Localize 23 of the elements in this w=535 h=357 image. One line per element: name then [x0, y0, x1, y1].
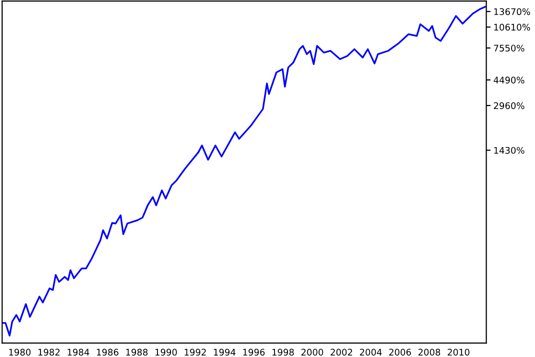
x-tick-label: 2008 [418, 348, 440, 356]
y-tick-label: 1430% [494, 146, 524, 154]
x-tick-label: 1984 [68, 348, 90, 356]
x-tick-label: 2010 [448, 348, 470, 356]
x-tick-label: 2000 [301, 348, 324, 356]
x-tick-label: 1980 [9, 348, 31, 356]
x-tick-label: 1988 [126, 348, 148, 356]
x-tick-label: 2002 [330, 348, 352, 356]
x-tick-label: 2006 [389, 348, 411, 356]
line-series [2, 6, 486, 336]
y-tick-label: 10610% [494, 24, 530, 31]
x-tick-label: 1986 [96, 348, 118, 356]
y-tick-label: 4490% [494, 76, 524, 84]
x-tick-label: 1992 [184, 348, 206, 356]
y-tick-label: 13670% [494, 8, 530, 16]
y-tick-label: 2960% [494, 102, 524, 110]
x-tick-label: 1982 [38, 348, 60, 356]
x-tick-label: 1994 [214, 348, 236, 356]
x-tick-label: 1998 [272, 348, 294, 356]
x-tick-label: 1996 [243, 348, 265, 356]
y-tick-label: 7550% [494, 44, 524, 52]
x-tick-label: 1990 [155, 348, 177, 356]
x-tick-label: 2004 [360, 348, 382, 356]
